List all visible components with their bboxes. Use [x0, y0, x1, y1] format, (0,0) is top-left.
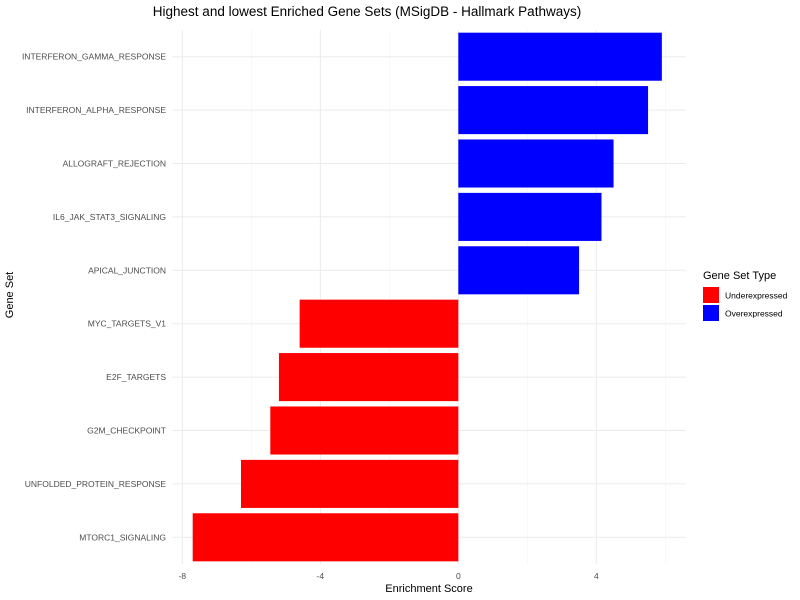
- y-tick-label: ALLOGRAFT_REJECTION: [63, 159, 166, 169]
- x-tick-label: -4: [317, 571, 325, 581]
- legend-entries: Underexpressed Overexpressed: [703, 287, 788, 321]
- bar-apical-junction: [458, 246, 580, 295]
- bar-allograft-rejection: [458, 139, 614, 188]
- bar-g2m-checkpoint: [270, 406, 459, 455]
- bar-mtorc1-signaling: [192, 513, 459, 562]
- y-tick-label: MTORC1_SIGNALING: [79, 532, 166, 542]
- y-axis-title: Gene Set: [4, 272, 16, 318]
- x-tick-label: -8: [179, 571, 187, 581]
- legend-label-underexpressed: Underexpressed: [725, 291, 788, 301]
- legend-swatch-overexpressed: [703, 305, 719, 321]
- bar-interferon-alpha-response: [458, 86, 649, 135]
- y-tick-label: IL6_JAK_STAT3_SIGNALING: [53, 212, 166, 222]
- y-tick-label: MYC_TARGETS_V1: [88, 319, 167, 329]
- y-tick-label: APICAL_JUNCTION: [88, 265, 166, 275]
- y-tick-labels: INTERFERON_GAMMA_RESPONSE INTERFERON_ALPH…: [22, 52, 166, 543]
- x-axis-title: Enrichment Score: [385, 583, 472, 595]
- legend-title: Gene Set Type: [703, 270, 776, 282]
- y-tick-label: INTERFERON_GAMMA_RESPONSE: [22, 52, 166, 62]
- x-tick-labels: -8 -4 0 4: [179, 571, 599, 581]
- legend: Gene Set Type Underexpressed Overexpresse…: [703, 270, 788, 321]
- legend-label-overexpressed: Overexpressed: [725, 309, 783, 319]
- chart-title: Highest and lowest Enriched Gene Sets (M…: [153, 4, 581, 19]
- bar-interferon-gamma-response: [458, 32, 662, 81]
- bar-unfolded-protein-response: [240, 459, 459, 508]
- x-tick-label: 0: [456, 571, 461, 581]
- x-tick-label: 4: [594, 571, 599, 581]
- bar-il6-jak-stat3-signaling: [458, 192, 602, 241]
- y-tick-label: INTERFERON_ALPHA_RESPONSE: [26, 105, 166, 115]
- bar-group: [192, 32, 662, 562]
- y-tick-label: E2F_TARGETS: [106, 372, 166, 382]
- y-tick-label: G2M_CHECKPOINT: [87, 426, 166, 436]
- y-tick-label: UNFOLDED_PROTEIN_RESPONSE: [25, 479, 167, 489]
- legend-swatch-underexpressed: [703, 287, 719, 303]
- bar-e2f-targets: [278, 353, 459, 402]
- bar-myc-targets-v1: [299, 299, 459, 348]
